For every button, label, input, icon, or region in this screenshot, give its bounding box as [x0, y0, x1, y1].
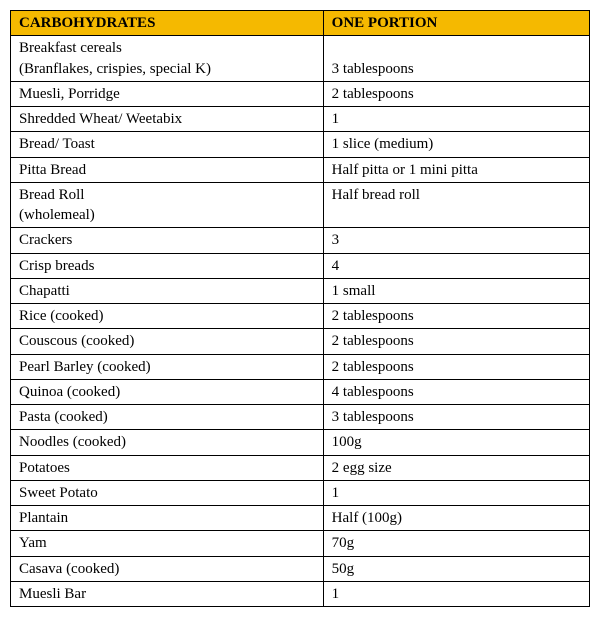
table-body: Breakfast cereals(Branflakes, crispies, … — [11, 36, 590, 607]
portion-cell: 2 tablespoons — [323, 81, 589, 106]
table-row: Breakfast cereals(Branflakes, crispies, … — [11, 36, 590, 82]
carbohydrate-cell: Chapatti — [11, 278, 324, 303]
carbohydrate-cell: Shredded Wheat/ Weetabix — [11, 107, 324, 132]
portion-cell: 2 egg size — [323, 455, 589, 480]
portion-cell: 4 — [323, 253, 589, 278]
carbohydrate-cell: Muesli Bar — [11, 581, 324, 606]
table-row: Potatoes2 egg size — [11, 455, 590, 480]
table-row: Rice (cooked)2 tablespoons — [11, 304, 590, 329]
carbohydrate-cell: Quinoa (cooked) — [11, 379, 324, 404]
table-row: Pearl Barley (cooked)2 tablespoons — [11, 354, 590, 379]
header-carbohydrates: CARBOHYDRATES — [11, 11, 324, 36]
table-row: Crisp breads4 — [11, 253, 590, 278]
carbohydrate-cell: Plantain — [11, 506, 324, 531]
carbohydrate-cell: Crackers — [11, 228, 324, 253]
carbohydrate-cell: Couscous (cooked) — [11, 329, 324, 354]
carbohydrate-cell: Pearl Barley (cooked) — [11, 354, 324, 379]
carbohydrate-cell: Noodles (cooked) — [11, 430, 324, 455]
table-row: Casava (cooked)50g — [11, 556, 590, 581]
portion-cell: 1 — [323, 107, 589, 132]
portion-cell: Half pitta or 1 mini pitta — [323, 157, 589, 182]
carbohydrate-cell: Sweet Potato — [11, 480, 324, 505]
portion-cell: 50g — [323, 556, 589, 581]
carbohydrate-cell: Breakfast cereals(Branflakes, crispies, … — [11, 36, 324, 82]
table-row: Pitta BreadHalf pitta or 1 mini pitta — [11, 157, 590, 182]
portion-cell: 2 tablespoons — [323, 329, 589, 354]
table-row: Shredded Wheat/ Weetabix1 — [11, 107, 590, 132]
carbohydrates-portion-table: CARBOHYDRATES ONE PORTION Breakfast cere… — [10, 10, 590, 607]
table-row: Muesli Bar1 — [11, 581, 590, 606]
header-one-portion: ONE PORTION — [323, 11, 589, 36]
carbohydrate-cell: Yam — [11, 531, 324, 556]
portion-cell: 1 slice (medium) — [323, 132, 589, 157]
carbohydrate-cell: Rice (cooked) — [11, 304, 324, 329]
portion-cell: 1 — [323, 480, 589, 505]
carbohydrate-cell: Casava (cooked) — [11, 556, 324, 581]
table-row: Bread/ Toast1 slice (medium) — [11, 132, 590, 157]
carbohydrate-cell: Pitta Bread — [11, 157, 324, 182]
table-row: Couscous (cooked)2 tablespoons — [11, 329, 590, 354]
table-row: PlantainHalf (100g) — [11, 506, 590, 531]
table-row: Pasta (cooked)3 tablespoons — [11, 405, 590, 430]
carbohydrate-cell: Muesli, Porridge — [11, 81, 324, 106]
table-row: Sweet Potato1 — [11, 480, 590, 505]
table-row: Muesli, Porridge2 tablespoons — [11, 81, 590, 106]
table-row: Bread Roll(wholemeal)Half bread roll — [11, 182, 590, 228]
portion-cell: 100g — [323, 430, 589, 455]
table-row: Chapatti1 small — [11, 278, 590, 303]
portion-cell: 3 — [323, 228, 589, 253]
portion-cell: 4 tablespoons — [323, 379, 589, 404]
table-row: Crackers3 — [11, 228, 590, 253]
carbohydrate-cell: Potatoes — [11, 455, 324, 480]
portion-cell: 1 — [323, 581, 589, 606]
carbohydrate-cell: Crisp breads — [11, 253, 324, 278]
table-row: Quinoa (cooked)4 tablespoons — [11, 379, 590, 404]
portion-cell: 70g — [323, 531, 589, 556]
carbohydrate-cell: Bread Roll(wholemeal) — [11, 182, 324, 228]
table-header-row: CARBOHYDRATES ONE PORTION — [11, 11, 590, 36]
carbohydrate-cell: Bread/ Toast — [11, 132, 324, 157]
portion-cell: 2 tablespoons — [323, 304, 589, 329]
table-row: Noodles (cooked)100g — [11, 430, 590, 455]
portion-cell: 2 tablespoons — [323, 354, 589, 379]
portion-cell: 1 small — [323, 278, 589, 303]
table-row: Yam70g — [11, 531, 590, 556]
carbohydrate-cell: Pasta (cooked) — [11, 405, 324, 430]
portion-cell: Half (100g) — [323, 506, 589, 531]
portion-cell: Half bread roll — [323, 182, 589, 228]
portion-cell: 3 tablespoons — [323, 405, 589, 430]
portion-cell: 3 tablespoons — [323, 36, 589, 82]
